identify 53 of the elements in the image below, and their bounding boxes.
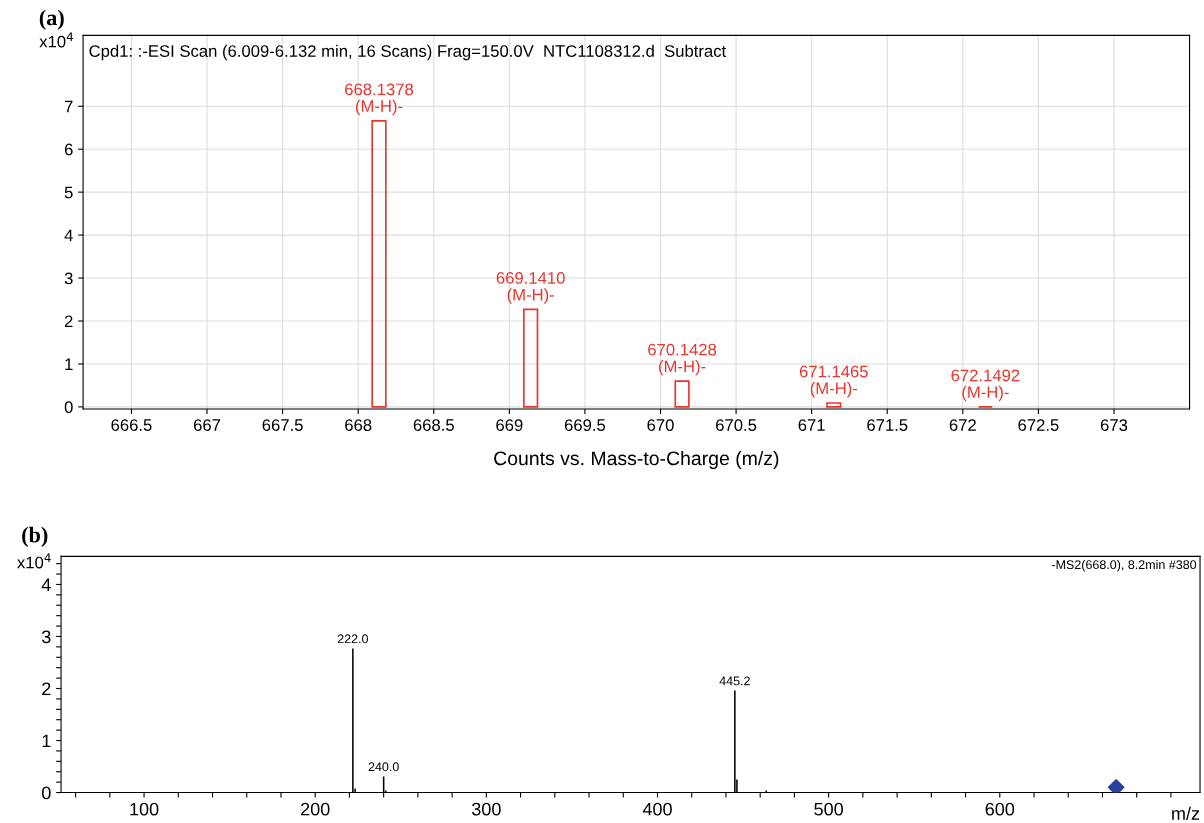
y-tick-label: 4 xyxy=(64,229,73,242)
y-tick-label: 3 xyxy=(41,630,51,644)
y-tick-label: 6 xyxy=(64,143,73,156)
x-tick-label: 670 xyxy=(647,419,674,431)
annotation: 668.1378 (M-H)- xyxy=(345,83,414,116)
x-tick-label: 667.5 xyxy=(262,419,303,431)
y-tick-label: 7 xyxy=(64,100,73,113)
x-axis-title: Counts vs. Mass-to-Charge (m/z) xyxy=(494,450,779,470)
y-tick-label: 0 xyxy=(64,401,73,414)
x-tick-label: 671.5 xyxy=(867,419,908,431)
x-tick-label: 669.5 xyxy=(564,419,606,431)
bar xyxy=(371,120,387,408)
x-tick-label: 667 xyxy=(193,419,221,431)
bar xyxy=(826,402,842,408)
x-tick-label: 600 xyxy=(985,802,1015,816)
y-tick-label: 0 xyxy=(41,786,51,800)
x-tick-label: 666.5 xyxy=(111,419,152,431)
text: (b) xyxy=(22,526,48,547)
annotation: 669.1410 (M-H)- xyxy=(496,272,565,304)
y-tick-label: 3 xyxy=(64,272,73,285)
text: Cpd1: :-ESI Scan (6.009-6.132 min, 16 Scans) Frag=150.0V NTC1108312.d Subtract xyxy=(89,44,727,61)
annotation: 670.1428 (M-H)- xyxy=(648,343,717,376)
y-tick-label: 4 xyxy=(41,578,51,591)
x-tick-label: 670.5 xyxy=(716,419,757,431)
x-tick-label: 672 xyxy=(949,419,976,431)
x-tick-label: 673 xyxy=(1100,419,1128,431)
y-tick-label: 1 xyxy=(65,358,73,370)
y-tick-label: 2 xyxy=(64,315,73,328)
x-tick-label: 671 xyxy=(798,419,825,431)
x-tick-label: 200 xyxy=(301,802,330,816)
x-tick-label: 668 xyxy=(345,419,372,431)
annotation: 445.2 xyxy=(719,676,750,686)
annotation: 672.1492 (M-H)- xyxy=(951,369,1020,402)
x-tick-label: 500 xyxy=(814,802,843,816)
y-tick-label: 1 xyxy=(42,734,51,748)
y-tick-label: 2 xyxy=(42,682,51,696)
bar xyxy=(674,380,690,408)
text: (a) xyxy=(39,9,64,30)
annotation: 671.1465 (M-H)- xyxy=(799,365,868,398)
annotation: 240.0 xyxy=(368,762,399,772)
x-tick-label: 672.5 xyxy=(1018,419,1059,431)
x-tick-label: 400 xyxy=(642,802,672,816)
x-tick-label: 300 xyxy=(471,802,501,816)
x-axis-title: m/z xyxy=(1172,806,1200,820)
y-axis-title: x10$^{4}$ xyxy=(17,553,51,569)
x-tick-label: 669 xyxy=(496,419,523,431)
annotation: -MS2(668.0), 8.2min #380 xyxy=(1051,559,1197,572)
y-tick-label: 5 xyxy=(64,186,73,199)
bar xyxy=(523,308,539,408)
x-tick-label: 100 xyxy=(130,802,159,816)
annotation: 222.0 xyxy=(337,634,368,644)
y-axis-title: x10$^{4}$ xyxy=(39,32,74,48)
x-tick-label: 668.5 xyxy=(413,419,454,431)
